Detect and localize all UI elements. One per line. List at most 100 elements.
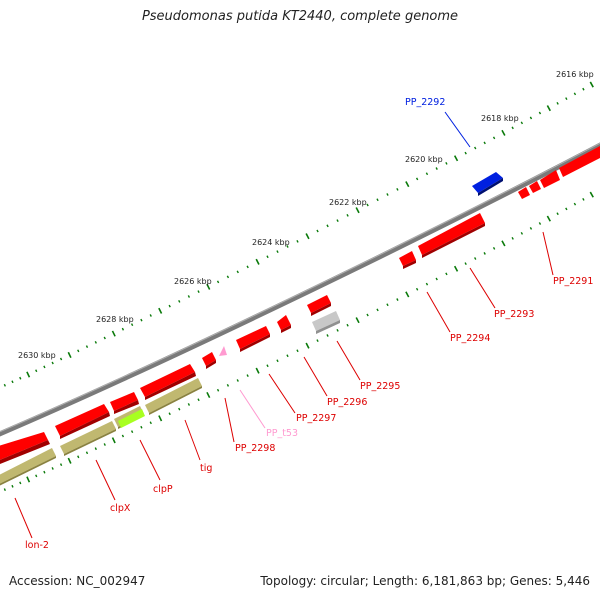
gene-PP_2292-shade	[478, 178, 503, 196]
label-tig[interactable]: tig	[200, 463, 212, 474]
major-tick	[405, 291, 410, 298]
operon-bar[interactable]	[0, 448, 56, 486]
label-clpX[interactable]: clpX	[110, 503, 131, 514]
minor-tick	[565, 207, 568, 211]
minor-tick	[336, 329, 339, 332]
minor-tick	[346, 214, 349, 217]
gene-PP_2292[interactable]	[472, 172, 503, 193]
label-PP_2296[interactable]: PP_2296	[327, 397, 367, 408]
minor-tick	[492, 136, 496, 140]
label-PP_2292[interactable]: PP_2292	[405, 97, 445, 108]
minor-tick	[316, 339, 319, 342]
major-tick	[26, 476, 31, 483]
minor-tick	[216, 388, 220, 392]
minor-tick	[425, 282, 429, 286]
gene-PP_2296[interactable]	[277, 315, 291, 330]
genome-summary-text: Topology: circular; Length: 6,181,863 bp…	[260, 574, 590, 588]
tick-label-2616: 2616 kbp	[556, 70, 594, 79]
gene-PP_2291[interactable]	[518, 187, 530, 199]
label-PP_2297[interactable]: PP_2297	[296, 413, 336, 424]
gene-tig[interactable]	[140, 364, 195, 397]
gene-lon-2[interactable]	[0, 432, 48, 462]
minor-tick	[197, 290, 200, 294]
label-PP_2293[interactable]: PP_2293	[494, 309, 534, 320]
operon-bar[interactable]	[149, 386, 202, 415]
label-PP_2294[interactable]: PP_2294	[450, 333, 490, 344]
minor-tick	[492, 247, 496, 250]
minor-tick	[187, 295, 191, 298]
gene-PP_2291-d[interactable]	[559, 146, 600, 177]
gene-clpP[interactable]	[110, 392, 138, 411]
minor-tick	[286, 245, 289, 248]
minor-tick	[556, 212, 559, 216]
label-PP_2291[interactable]: PP_2291	[553, 276, 593, 287]
gene-PP_t53[interactable]	[219, 346, 227, 356]
minor-tick	[140, 425, 143, 429]
minor-tick	[226, 275, 230, 279]
label-PP_2298[interactable]: PP_2298	[235, 443, 275, 454]
operon-bar[interactable]	[0, 456, 56, 488]
minor-tick	[236, 270, 239, 274]
minor-tick	[266, 364, 269, 368]
minor-tick	[178, 299, 181, 303]
minor-tick	[168, 412, 171, 416]
operon-bar[interactable]	[60, 421, 116, 454]
minor-tick	[464, 151, 467, 155]
clpP-highlight[interactable]	[118, 409, 145, 428]
major-tick	[453, 155, 459, 162]
gene-track	[0, 146, 600, 464]
minor-tick	[11, 380, 14, 384]
leader-PP_2296	[303, 356, 328, 397]
label-PP_t53[interactable]: PP_t53	[266, 428, 298, 439]
minor-tick	[366, 313, 369, 317]
minor-tick	[3, 488, 6, 492]
minor-tick	[121, 434, 125, 438]
gene-tig-shade	[145, 372, 196, 400]
minor-tick	[216, 280, 220, 284]
gene-PP_2298[interactable]	[202, 352, 216, 366]
major-tick	[111, 330, 116, 337]
gene-PP_2291-c[interactable]	[540, 170, 560, 188]
major-tick	[501, 240, 506, 247]
gene-clpX[interactable]	[55, 404, 109, 436]
label-PP_2295[interactable]: PP_2295	[360, 381, 400, 392]
leader-tig	[184, 419, 201, 461]
minor-tick	[266, 255, 269, 259]
operon-bar[interactable]	[64, 429, 116, 456]
major-tick	[305, 233, 310, 240]
minor-tick	[573, 202, 577, 206]
gene-PP_2297[interactable]	[236, 326, 270, 349]
minor-tick	[197, 398, 200, 402]
gene-PP_2294[interactable]	[399, 251, 416, 266]
tick-label-2622: 2622 kbp	[329, 198, 367, 207]
minor-tick	[511, 126, 514, 130]
minor-tick	[474, 146, 477, 150]
minor-tick	[326, 334, 329, 337]
gene-PP_2291-b[interactable]	[529, 181, 541, 193]
major-tick	[206, 391, 211, 399]
minor-tick	[3, 383, 6, 387]
minor-tick	[77, 455, 80, 459]
minor-tick	[35, 369, 38, 373]
minor-tick	[464, 262, 467, 266]
minor-tick	[511, 236, 514, 240]
label-lon-2[interactable]: lon-2	[25, 540, 49, 551]
tick-label-2626: 2626 kbp	[174, 277, 212, 286]
gene-PP_2295[interactable]	[307, 295, 331, 313]
major-tick	[355, 207, 360, 214]
minor-tick	[296, 349, 299, 353]
gene-PP_2293[interactable]	[418, 213, 485, 255]
minor-tick	[366, 203, 369, 207]
gene-PP_2297-shade	[240, 334, 270, 352]
minor-tick	[130, 430, 134, 434]
major-tick	[589, 191, 594, 198]
outer-tick-track	[3, 81, 594, 387]
label-clpP[interactable]: clpP	[153, 484, 173, 495]
major-tick	[67, 351, 72, 359]
operon-bar[interactable]	[145, 378, 202, 413]
operon-track	[0, 378, 202, 488]
minor-tick	[85, 345, 89, 349]
minor-tick	[35, 474, 38, 478]
genome-backbone	[0, 142, 600, 437]
gene-grey[interactable]	[312, 311, 340, 331]
